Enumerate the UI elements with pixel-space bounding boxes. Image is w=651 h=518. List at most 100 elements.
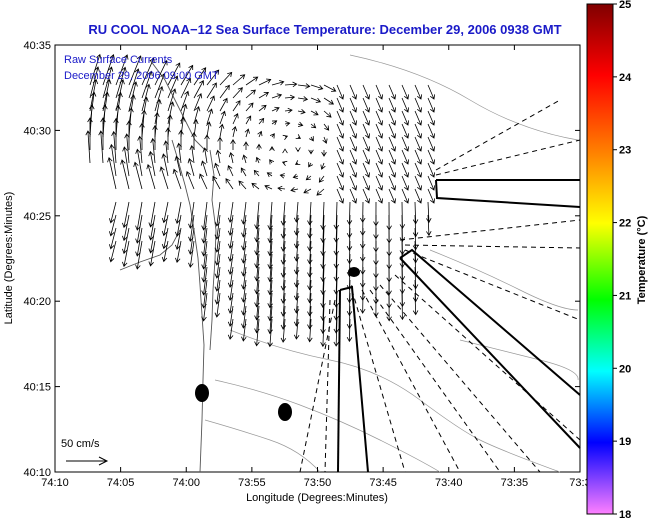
- current-arrow: [307, 201, 313, 226]
- current-arrow: [310, 123, 317, 129]
- current-arrow: [349, 97, 358, 113]
- current-arrow: [294, 160, 301, 165]
- current-arrow: [180, 103, 188, 125]
- current-arrow: [303, 188, 312, 194]
- current-arrow: [349, 162, 358, 178]
- current-arrow: [427, 84, 436, 100]
- current-arrow: [316, 188, 325, 196]
- current-arrow: [167, 75, 179, 99]
- current-arrow: [284, 81, 298, 88]
- current-arrow: [310, 97, 322, 103]
- current-arrow: [320, 279, 326, 309]
- current-arrow: [258, 117, 265, 125]
- current-arrow: [375, 84, 384, 100]
- beam-line: [351, 289, 406, 473]
- current-arrow: [399, 292, 406, 321]
- current-arrow: [135, 240, 143, 270]
- radar-beam-lines: [299, 99, 581, 473]
- current-vectors: [85, 53, 436, 348]
- station-marker: [348, 267, 360, 277]
- current-arrow: [414, 123, 423, 139]
- current-arrow: [375, 162, 384, 178]
- current-arrow: [218, 123, 225, 138]
- colorbar-tick-label: 25: [619, 0, 631, 11]
- x-tick-label: 73:50: [304, 477, 332, 489]
- current-arrow: [122, 214, 130, 242]
- current-arrow: [167, 88, 177, 112]
- current-arrow: [280, 266, 287, 291]
- current-arrow: [362, 149, 371, 165]
- current-arrow: [427, 175, 436, 191]
- current-arrow: [214, 292, 221, 318]
- current-arrow: [426, 214, 432, 237]
- current-arrow: [349, 175, 358, 191]
- current-arrow: [333, 292, 340, 321]
- current-arrow: [333, 266, 340, 295]
- current-arrow: [201, 292, 208, 322]
- current-arrow: [293, 318, 300, 340]
- current-arrow: [238, 180, 247, 190]
- current-arrow: [362, 84, 371, 100]
- current-arrow: [388, 110, 397, 126]
- current-arrow: [214, 162, 221, 177]
- current-arrow: [280, 253, 287, 278]
- current-arrow: [254, 305, 260, 334]
- current-arrow: [257, 130, 263, 138]
- current-arrow: [254, 227, 260, 256]
- current-arrow: [148, 240, 156, 267]
- current-arrow: [323, 84, 337, 92]
- current-arrow: [333, 227, 340, 256]
- current-arrow: [388, 136, 397, 152]
- beam-line: [404, 249, 581, 321]
- current-arrow: [141, 70, 153, 99]
- current-arrow: [180, 77, 192, 99]
- current-arrow: [199, 173, 208, 190]
- current-arrow: [414, 84, 423, 100]
- current-arrow: [323, 110, 332, 118]
- current-arrow: [280, 305, 287, 330]
- current-arrow: [193, 80, 204, 99]
- x-tick-label: 73:35: [501, 477, 529, 489]
- current-arrow: [293, 253, 300, 275]
- current-arrow: [254, 201, 260, 230]
- current-arrow: [309, 136, 314, 142]
- current-arrow: [163, 140, 169, 164]
- current-arrow: [362, 162, 371, 178]
- current-arrow: [307, 266, 313, 291]
- current-arrow: [333, 318, 340, 347]
- current-arrow: [253, 169, 260, 177]
- current-arrow: [227, 165, 234, 177]
- current-arrow: [427, 97, 436, 113]
- current-arrow: [206, 121, 212, 138]
- current-arrow: [124, 133, 130, 164]
- current-arrow: [297, 83, 311, 89]
- current-arrow: [187, 157, 195, 177]
- current-arrow: [219, 84, 230, 99]
- plot-area: [54, 44, 581, 473]
- x-tick-label: 73:3: [569, 477, 590, 489]
- current-arrow: [427, 149, 436, 165]
- current-arrow: [267, 253, 273, 283]
- current-arrow: [108, 227, 117, 250]
- colorbar-tick-label: 22: [619, 218, 631, 230]
- current-arrow: [167, 101, 175, 125]
- current-arrow: [126, 120, 132, 150]
- current-arrow: [219, 110, 226, 125]
- current-arrow: [284, 94, 296, 101]
- current-arrow: [255, 156, 261, 164]
- current-arrow: [217, 136, 223, 150]
- beam-line: [435, 99, 561, 171]
- colorbar: [586, 3, 614, 515]
- beam-line: [361, 289, 461, 473]
- current-arrow: [412, 266, 419, 290]
- current-arrow: [293, 292, 300, 314]
- y-tick-label: 40:15: [23, 382, 51, 394]
- current-arrow: [401, 110, 410, 126]
- current-arrow: [388, 97, 397, 113]
- current-arrow: [359, 292, 366, 314]
- current-arrow: [107, 157, 117, 190]
- current-arrow: [362, 136, 371, 152]
- current-arrow: [414, 97, 423, 113]
- current-arrow: [307, 292, 313, 317]
- current-arrow: [245, 115, 252, 125]
